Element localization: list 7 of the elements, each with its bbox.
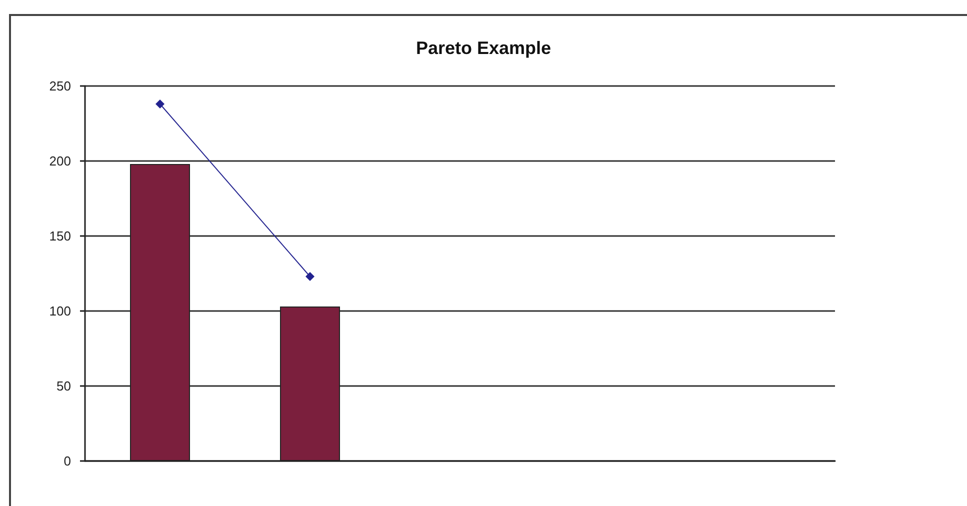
y-tick-label: 50 bbox=[56, 378, 71, 394]
y-tick-label: 200 bbox=[49, 154, 71, 168]
y-tick-label: 150 bbox=[49, 228, 71, 244]
y-tick-label: 100 bbox=[49, 304, 71, 318]
y-tick-label: 0 bbox=[64, 454, 71, 468]
chart-title: Pareto Example bbox=[416, 38, 552, 58]
y-tick-label: 250 bbox=[49, 78, 71, 94]
